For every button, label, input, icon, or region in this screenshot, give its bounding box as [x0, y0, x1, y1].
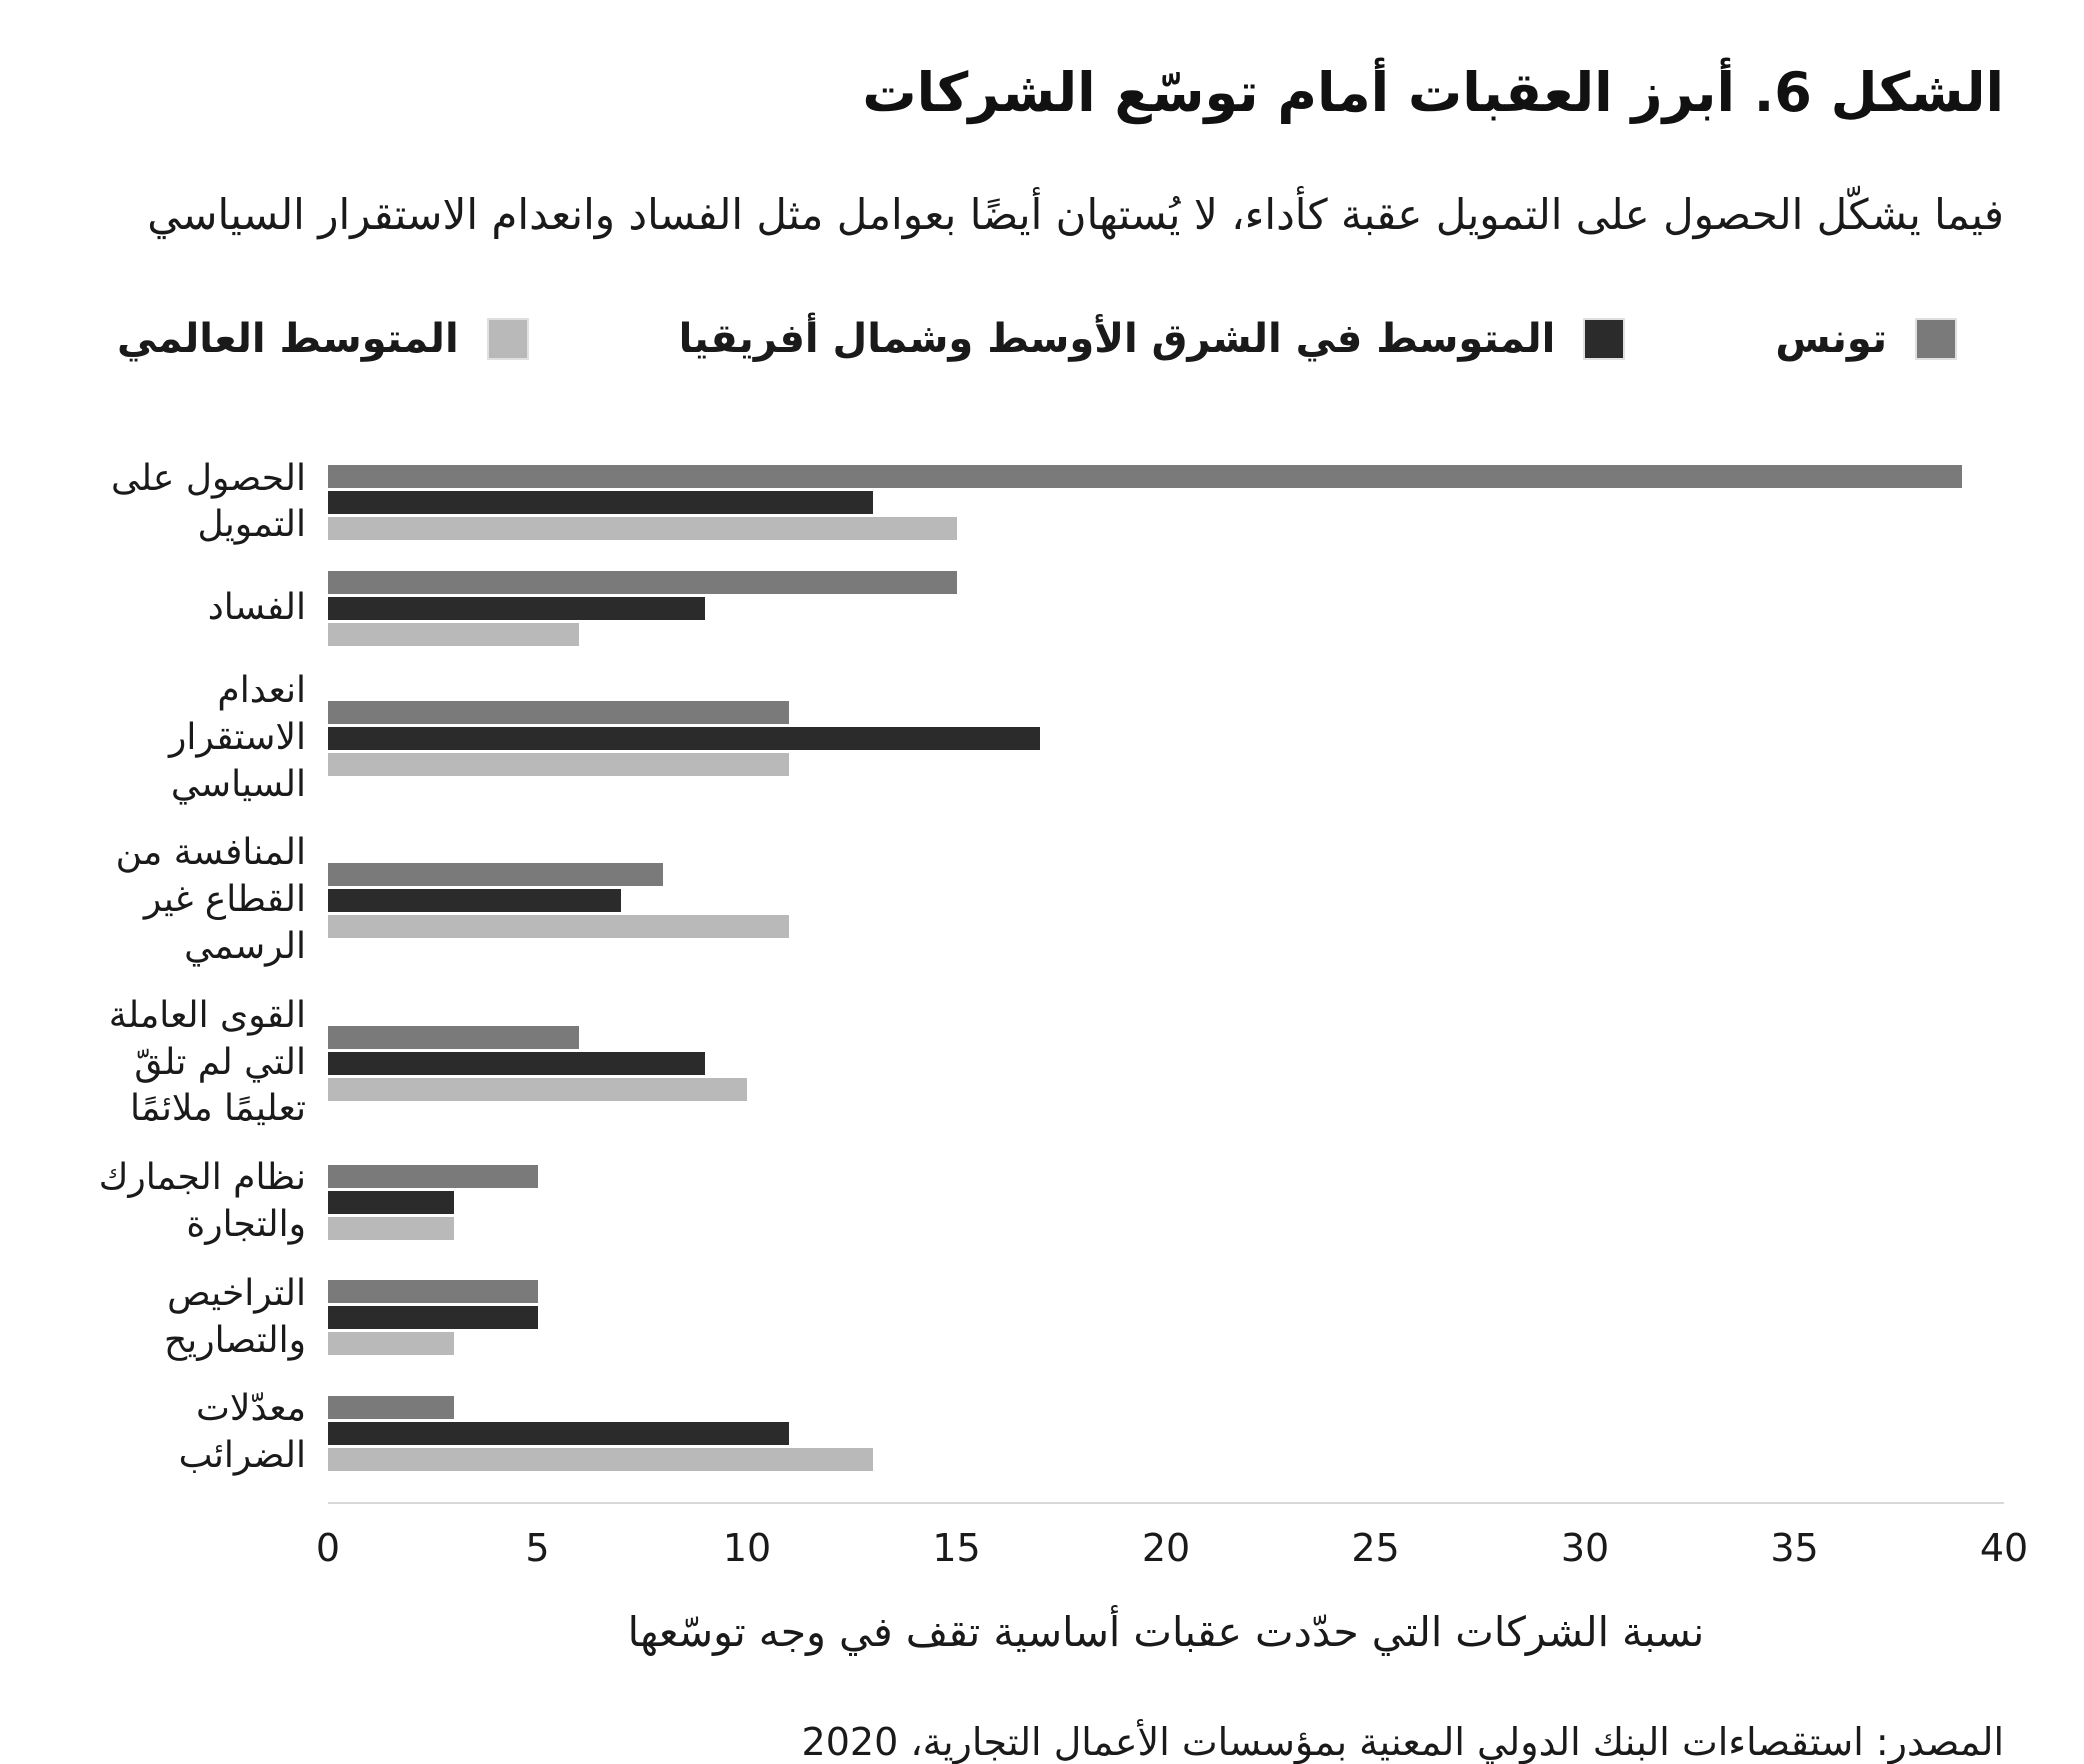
category-label: الحصول على التمويل: [110, 457, 306, 546]
x-axis-tick-30: 30: [1560, 1526, 1610, 1571]
bar-group: [328, 1395, 2004, 1471]
x-axis-tick-0: 0: [315, 1526, 341, 1571]
category-label: الفساد: [207, 587, 306, 629]
bar-group: [328, 863, 2004, 939]
bar-tunisia: [328, 571, 957, 595]
chart-row: انعدام الاستقرار السياسي: [70, 668, 2004, 808]
bar-mena-average: [328, 1421, 789, 1445]
bar-mena-average: [328, 597, 706, 621]
bar-tunisia: [328, 700, 789, 724]
chart-row: الحصول على التمويل: [70, 456, 2004, 550]
bar-group: [328, 464, 2004, 540]
x-axis: 0 5 10 15 20 25 30 35 40 نسبة الشركات التي حدّدت…: [316, 1502, 2028, 1657]
bar-world-average: [328, 752, 789, 776]
legend-label: المتوسط العالمي: [116, 315, 459, 362]
legend-item-mena-average: المتوسط في الشرق الأوسط وشمال أفريقيا: [679, 316, 1626, 362]
legend-swatch-world-average: [486, 317, 529, 360]
x-axis-tick-15: 15: [932, 1526, 981, 1571]
bar-world-average: [328, 1447, 873, 1471]
bar-group: [328, 571, 2004, 647]
chart-legend: تونس المتوسط في الشرق الأوسط وشمال أفريق…: [70, 316, 2004, 362]
x-axis-title: نسبة الشركات التي حدّدت عقبات أساسية تقف…: [627, 1608, 1705, 1657]
legend-label: تونس: [1775, 315, 1888, 362]
bar-tunisia: [328, 1025, 580, 1049]
chart-row: الفساد: [70, 571, 2004, 647]
x-axis-tick-35: 35: [1770, 1526, 1819, 1571]
bar-world-average: [328, 1216, 454, 1240]
category-label: القوى العاملة التي لم تلقّ تعليمًا ملائم…: [108, 994, 306, 1130]
bar-tunisia: [328, 1280, 538, 1304]
category-label: التراخيص والتصاريح: [163, 1272, 306, 1361]
x-axis-tick-40: 40: [1979, 1526, 2029, 1571]
x-axis-tick-labels: 0 5 10 15 20 25 30 35 40: [316, 1520, 2028, 1574]
category-label: انعدام الاستقرار السياسي: [168, 670, 306, 805]
bar-world-average: [328, 516, 957, 540]
bar-mena-average: [328, 1190, 454, 1214]
chart-row: المنافسة من القطاع غير الرسمي: [70, 830, 2004, 970]
legend-label: المتوسط في الشرق الأوسط وشمال أفريقيا: [678, 315, 1556, 362]
bar-mena-average: [328, 1306, 538, 1330]
x-axis-line: [328, 1502, 2004, 1505]
chart-row: نظام الجمارك والتجارة: [70, 1155, 2004, 1249]
legend-swatch-tunisia: [1915, 317, 1958, 360]
bar-tunisia: [328, 1164, 538, 1188]
bar-tunisia: [328, 1395, 454, 1419]
bar-world-average: [328, 1077, 747, 1101]
bar-group: [328, 1164, 2004, 1240]
x-axis-tick-25: 25: [1351, 1526, 1400, 1571]
x-axis-tick-5: 5: [525, 1526, 550, 1571]
category-label: نظام الجمارك والتجارة: [98, 1157, 306, 1246]
figure-subtitle: فيما يشكّل الحصول على التمويل عقبة كأداء…: [147, 189, 2004, 239]
category-label: المنافسة من القطاع غير الرسمي: [115, 832, 306, 968]
bar-world-average: [328, 1332, 454, 1356]
chart-row: التراخيص والتصاريح: [70, 1271, 2004, 1365]
bar-group: [328, 700, 2004, 776]
bar-tunisia: [328, 464, 1963, 488]
bar-world-average: [328, 623, 580, 647]
legend-item-tunisia: تونس: [1775, 315, 1958, 362]
source-note: المصدر: استقصاءات البنك الدولي المعنية ب…: [801, 1720, 2004, 1764]
x-axis-tick-20: 20: [1141, 1526, 1191, 1571]
bar-tunisia: [328, 863, 664, 887]
bar-world-average: [328, 915, 789, 939]
bar-mena-average: [328, 726, 1041, 750]
bar-group: [328, 1280, 2004, 1356]
chart-row: القوى العاملة التي لم تلقّ تعليمًا ملائم…: [70, 993, 2004, 1133]
bar-mena-average: [328, 889, 622, 913]
chart-row: معدّلات الضرائب: [70, 1386, 2004, 1480]
bar-mena-average: [328, 490, 873, 514]
figure-page: الشكل 6. أبرز العقبات أمام توسّع الشركات…: [70, 61, 2028, 1764]
figure-title: الشكل 6. أبرز العقبات أمام توسّع الشركات: [862, 61, 2004, 124]
bar-chart: الحصول على التمويل الفساد انعدام الاستقر…: [70, 456, 2004, 1481]
bar-mena-average: [328, 1051, 706, 1075]
category-label: معدّلات الضرائب: [178, 1388, 306, 1477]
x-axis-tick-10: 10: [722, 1526, 772, 1571]
bar-group: [328, 1025, 2004, 1101]
legend-swatch-mena-average: [1583, 317, 1626, 360]
legend-item-world-average: المتوسط العالمي: [117, 316, 529, 362]
